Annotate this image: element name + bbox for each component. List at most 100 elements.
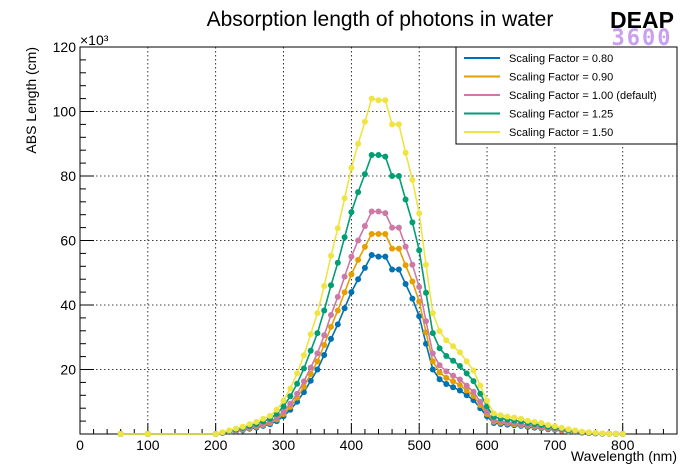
y-tick-label: 80: [60, 168, 76, 184]
data-point: [212, 431, 219, 437]
data-point: [314, 350, 321, 357]
series-line: [120, 254, 623, 435]
data-point: [355, 237, 362, 244]
data-point: [355, 256, 362, 263]
data-point: [334, 321, 341, 328]
chart-title: Absorption length of photons in water: [207, 8, 554, 31]
data-point: [436, 362, 443, 369]
data-point: [395, 121, 402, 128]
data-point: [565, 426, 572, 433]
data-point: [558, 424, 565, 431]
data-point: [300, 352, 307, 359]
data-point: [436, 328, 443, 335]
data-point: [267, 412, 273, 419]
logo-text-top: DEAP: [610, 7, 674, 33]
data-point: [470, 388, 477, 395]
data-point: [341, 289, 348, 296]
data-point: [429, 330, 436, 337]
data-point: [429, 366, 436, 373]
data-point: [375, 152, 382, 158]
x-tick-label: 200: [204, 437, 228, 453]
data-point: [307, 377, 314, 384]
data-point: [450, 378, 457, 385]
data-point: [361, 243, 368, 250]
data-point: [280, 397, 287, 404]
data-point: [382, 231, 389, 237]
data-point: [273, 414, 280, 421]
data-point: [382, 97, 389, 104]
data-point: [321, 307, 328, 314]
data-point: [328, 282, 334, 289]
data-point: [450, 384, 457, 391]
data-point: [355, 140, 362, 147]
data-point: [450, 357, 457, 364]
legend-label: Scaling Factor = 1.50: [509, 127, 613, 139]
data-point: [409, 176, 416, 183]
data-point: [443, 381, 450, 387]
data-point: [477, 398, 484, 405]
data-point: [348, 271, 355, 278]
x-tick-label: 600: [475, 437, 499, 453]
data-point: [280, 408, 287, 415]
data-point: [294, 390, 301, 397]
data-point: [321, 342, 328, 348]
y-multiplier-label: ×10³: [80, 32, 109, 48]
data-point: [389, 266, 396, 273]
series-layer: [117, 95, 626, 437]
data-point: [355, 276, 362, 283]
data-point: [375, 253, 382, 260]
data-point: [579, 428, 585, 435]
series-1: [117, 252, 626, 437]
legend-label: Scaling Factor = 0.80: [509, 53, 613, 65]
legend-entry: Scaling Factor = 1.50: [464, 127, 613, 139]
data-point: [361, 171, 368, 178]
data-point: [429, 358, 436, 365]
series-line: [120, 154, 623, 435]
y-tick-label: 120: [53, 39, 77, 55]
data-point: [490, 410, 497, 417]
data-point: [484, 397, 490, 404]
data-point: [382, 210, 389, 217]
data-point: [341, 273, 348, 280]
data-point: [443, 374, 450, 381]
data-point: [511, 414, 518, 421]
data-point: [436, 376, 443, 383]
data-point: [572, 427, 579, 434]
data-point: [395, 266, 402, 273]
data-point: [531, 418, 538, 425]
data-point: [239, 423, 246, 430]
data-point: [314, 310, 321, 317]
data-point: [423, 261, 429, 268]
data-point: [328, 252, 334, 259]
data-point: [443, 353, 450, 359]
data-point: [321, 332, 328, 339]
data-point: [389, 121, 396, 128]
data-point: [307, 371, 314, 377]
data-point: [287, 393, 294, 400]
data-point: [334, 259, 341, 266]
data-point: [402, 196, 409, 203]
data-point: [463, 392, 470, 399]
data-point: [368, 152, 375, 158]
data-point: [341, 305, 348, 312]
data-point: [599, 430, 606, 437]
data-point: [314, 330, 321, 337]
y-axis-label: ABS Length (cm): [23, 47, 39, 154]
series-5: [117, 95, 626, 437]
data-point: [334, 225, 341, 232]
data-point: [273, 406, 280, 413]
data-point: [443, 368, 450, 375]
data-point: [355, 189, 362, 196]
data-point: [545, 422, 552, 428]
legend-entry: Scaling Factor = 0.90: [464, 72, 613, 84]
data-point: [280, 403, 287, 410]
data-point: [348, 253, 355, 260]
data-point: [328, 335, 334, 342]
data-point: [429, 350, 436, 357]
data-point: [524, 417, 531, 424]
data-point: [409, 295, 416, 302]
data-point: [314, 366, 321, 373]
data-point: [300, 365, 307, 372]
deap-logo: DEAP 3600: [610, 7, 674, 51]
